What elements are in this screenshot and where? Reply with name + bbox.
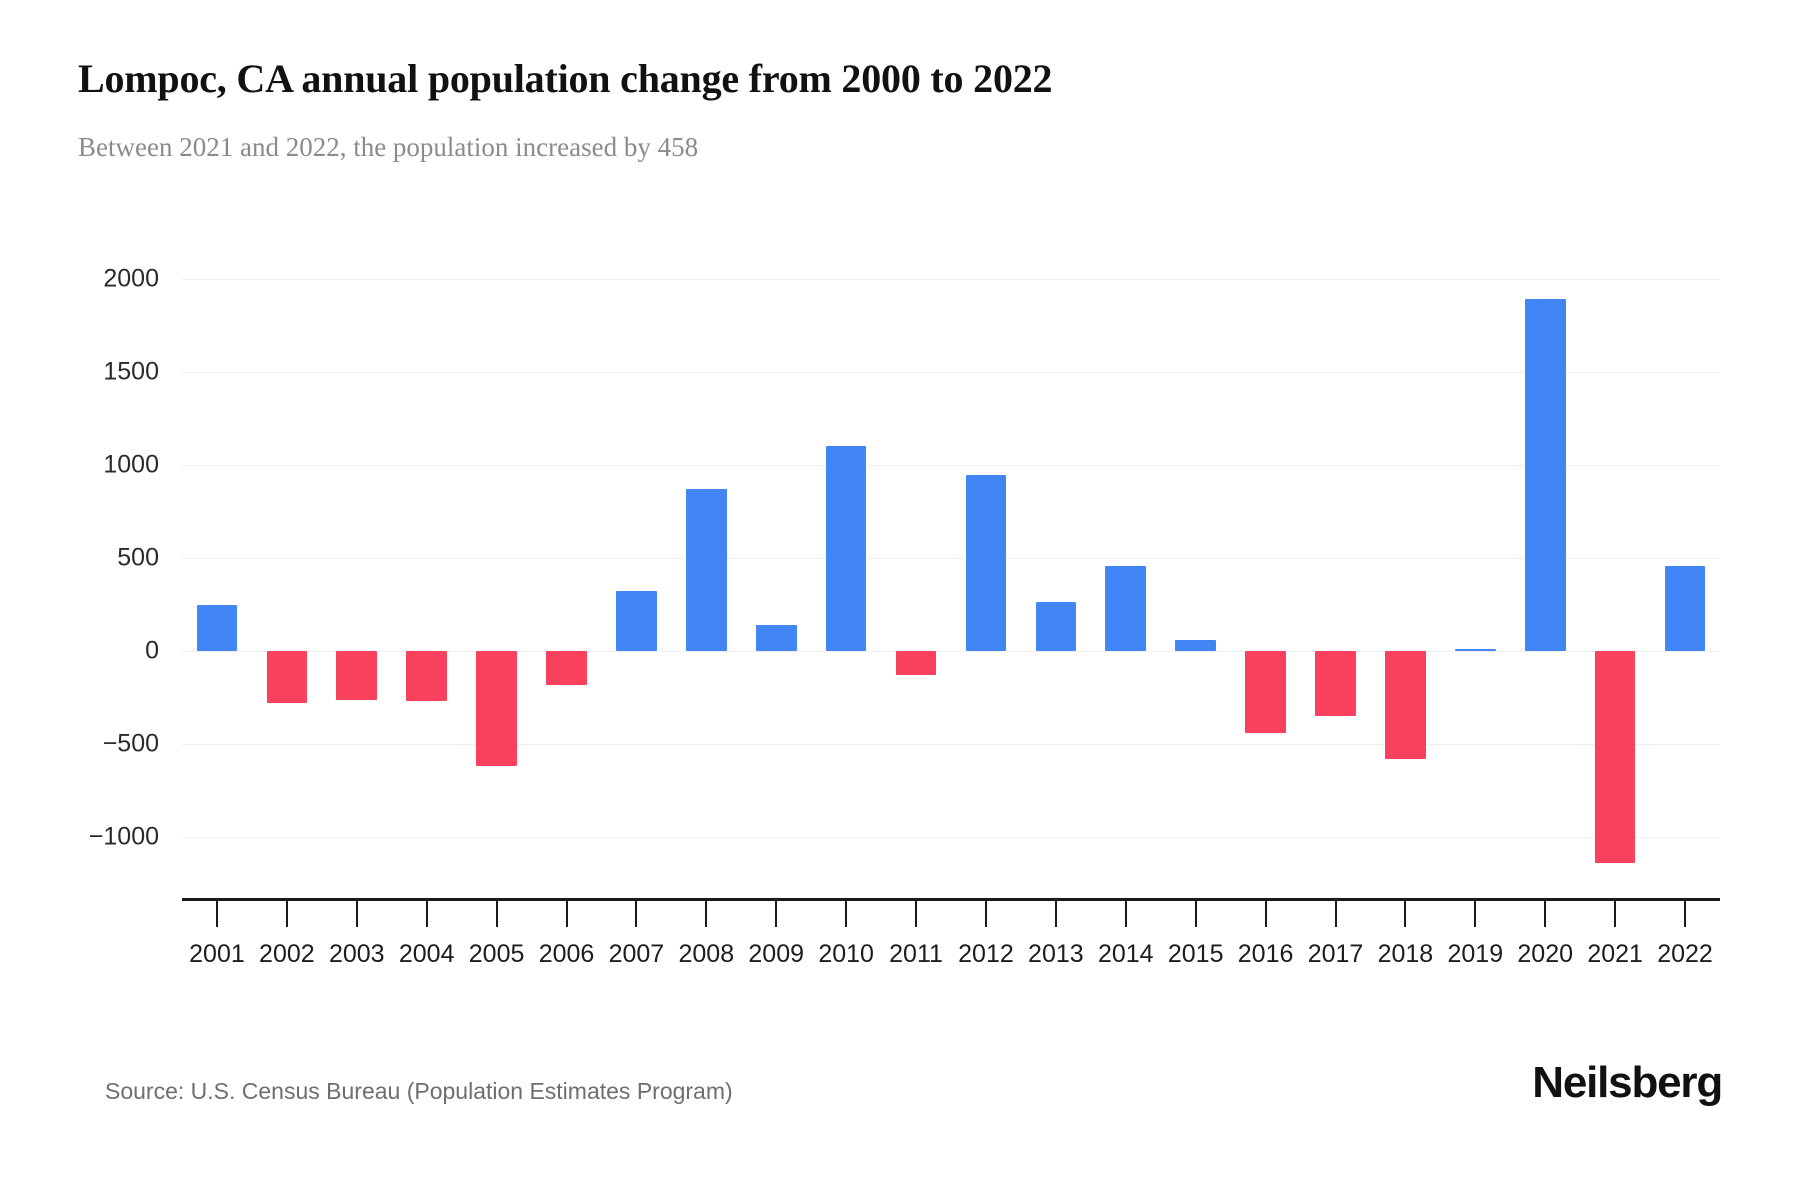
x-tick-mark <box>1124 901 1127 927</box>
x-tick-mark <box>215 901 218 927</box>
bar-2015[interactable] <box>1175 639 1216 651</box>
brand-logo: Neilsberg <box>1532 1058 1723 1107</box>
x-tick-label-2017: 2017 <box>1307 940 1364 968</box>
x-tick-mark <box>1054 901 1057 927</box>
x-tick-mark <box>425 901 428 927</box>
bar-2002[interactable] <box>266 651 308 704</box>
y-tick-label: 0 <box>145 636 159 665</box>
page-title: Lompoc, CA annual population change from… <box>78 56 1053 101</box>
y-tick-label: −500 <box>102 729 159 758</box>
x-tick-label-2012: 2012 <box>958 940 1014 968</box>
x-tick-label-2008: 2008 <box>678 940 735 968</box>
x-tick-label-2022: 2022 <box>1657 940 1713 968</box>
bar-2003[interactable] <box>336 651 378 701</box>
x-tick-mark <box>1614 901 1617 927</box>
x-axis-line <box>182 898 1720 901</box>
x-tick-label-2003: 2003 <box>328 940 385 968</box>
x-tick-label-2001: 2001 <box>189 940 245 968</box>
bar-2018[interactable] <box>1385 651 1426 759</box>
x-tick-label-2019: 2019 <box>1447 940 1504 968</box>
x-tick-label-2018: 2018 <box>1377 940 1434 968</box>
bar-2008[interactable] <box>686 489 727 651</box>
x-tick-label-2009: 2009 <box>748 940 805 968</box>
x-tick-mark <box>775 901 778 927</box>
gridline <box>182 837 1720 838</box>
x-tick-label-2021: 2021 <box>1587 940 1643 968</box>
bar-2012[interactable] <box>965 475 1007 651</box>
x-tick-label-2015: 2015 <box>1167 940 1224 968</box>
x-tick-mark <box>705 901 708 927</box>
gridline <box>182 465 1720 466</box>
x-tick-label-2014: 2014 <box>1097 940 1154 968</box>
x-tick-mark <box>984 901 987 927</box>
y-tick-label: 2000 <box>103 264 159 293</box>
chart-gridlines <box>182 279 1720 930</box>
x-tick-mark <box>845 901 848 927</box>
x-tick-label-2016: 2016 <box>1237 940 1294 968</box>
x-tick-mark <box>635 901 638 927</box>
x-tick-mark <box>1334 901 1337 927</box>
bar-2017[interactable] <box>1315 651 1356 717</box>
bar-2004[interactable] <box>406 651 447 702</box>
x-tick-mark <box>1264 901 1267 927</box>
bar-2001[interactable] <box>196 604 238 651</box>
y-tick-label: −1000 <box>88 822 159 851</box>
x-tick-mark <box>915 901 918 927</box>
bar-2014[interactable] <box>1105 566 1147 651</box>
bar-2005[interactable] <box>476 651 517 767</box>
x-tick-mark <box>1194 901 1197 927</box>
x-tick-label-2010: 2010 <box>818 940 874 968</box>
x-tick-mark <box>285 901 288 927</box>
x-tick-mark <box>1474 901 1477 927</box>
source-note: Source: U.S. Census Bureau (Population E… <box>105 1078 733 1104</box>
bar-2019[interactable] <box>1455 649 1496 651</box>
bar-2013[interactable] <box>1035 601 1077 651</box>
y-tick-label: 1000 <box>103 450 159 479</box>
bar-2007[interactable] <box>616 590 657 651</box>
bar-2011[interactable] <box>895 651 937 676</box>
x-tick-mark <box>355 901 358 927</box>
x-tick-label-2002: 2002 <box>259 940 315 968</box>
y-tick-label: 1500 <box>103 357 159 386</box>
bar-2022[interactable] <box>1664 565 1706 651</box>
x-tick-mark <box>1544 901 1547 927</box>
bar-2016[interactable] <box>1245 651 1286 733</box>
x-tick-label-2013: 2013 <box>1028 940 1084 968</box>
x-tick-label-2004: 2004 <box>398 940 455 968</box>
bar-2009[interactable] <box>755 624 797 651</box>
y-axis-labels: 2000 1500 1000 500 0 −500 −1000 <box>0 265 160 930</box>
x-tick-label-2007: 2007 <box>608 940 665 968</box>
x-tick-mark <box>1404 901 1407 927</box>
bar-2020[interactable] <box>1524 299 1566 651</box>
x-tick-mark <box>565 901 568 927</box>
bar-2010[interactable] <box>825 446 867 651</box>
page-subtitle: Between 2021 and 2022, the population in… <box>78 132 699 162</box>
x-tick-label-2005: 2005 <box>468 940 525 968</box>
zero-gridline <box>182 651 1720 652</box>
gridline <box>182 279 1720 280</box>
gridline <box>182 372 1720 373</box>
x-tick-label-2020: 2020 <box>1517 940 1574 968</box>
gridline <box>182 744 1720 745</box>
x-tick-mark <box>495 901 498 927</box>
gridline <box>182 558 1720 559</box>
x-tick-label-2011: 2011 <box>889 940 943 968</box>
bar-2021[interactable] <box>1594 651 1636 864</box>
bar-2006[interactable] <box>546 651 587 686</box>
y-tick-label: 500 <box>117 543 159 572</box>
chart-bars <box>182 279 1720 930</box>
x-tick-label-2006: 2006 <box>538 940 595 968</box>
x-tick-mark <box>1684 901 1687 927</box>
